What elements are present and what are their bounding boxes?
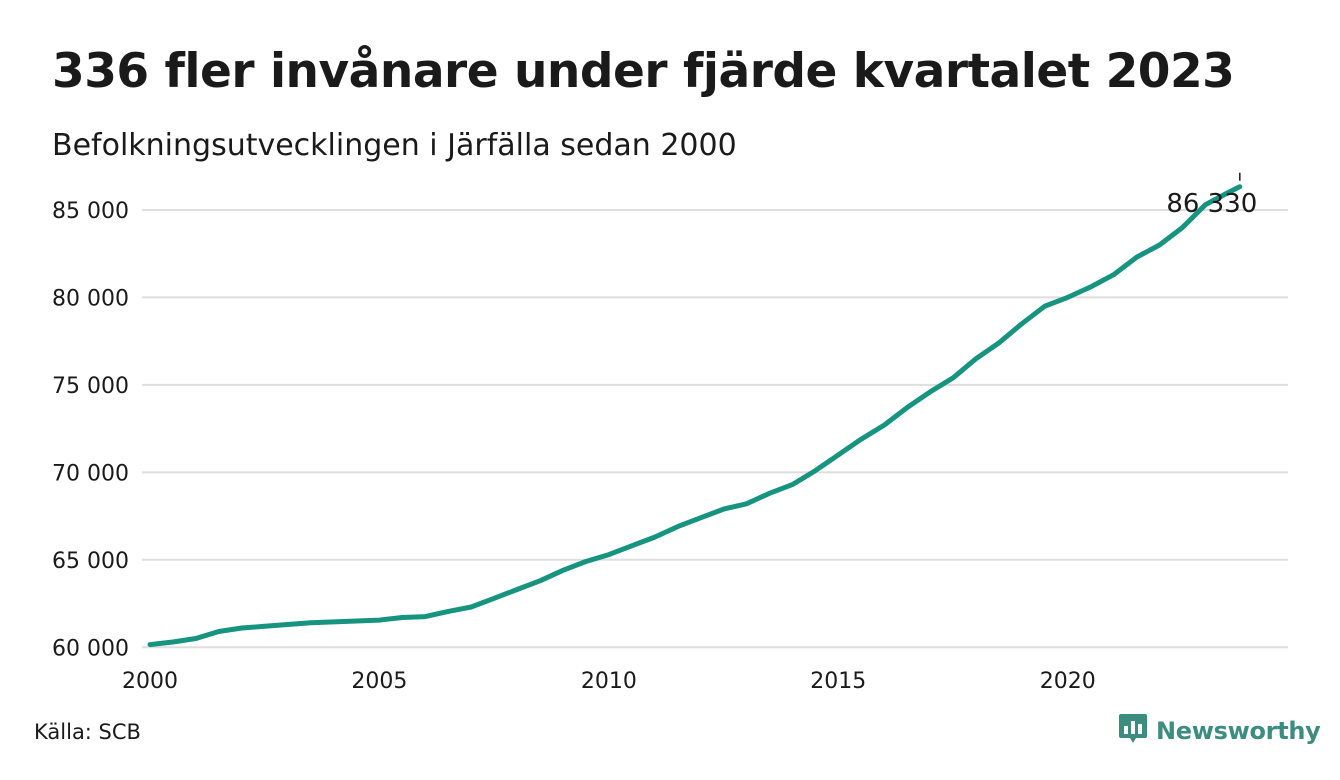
x-tick-label: 2015 bbox=[810, 669, 866, 694]
brand-name: Newsworthy bbox=[1156, 717, 1321, 745]
bar-chart-speech-bubble-icon bbox=[1118, 712, 1148, 750]
x-tick-label: 2000 bbox=[122, 669, 178, 694]
y-tick-label: 85 000 bbox=[52, 199, 129, 224]
end-label-layer: 86 330 bbox=[1166, 172, 1257, 219]
brand-logo[interactable]: Newsworthy bbox=[1118, 712, 1321, 750]
x-tick-label: 2010 bbox=[581, 669, 637, 694]
population-line bbox=[147, 184, 1243, 648]
x-tick-label: 2005 bbox=[351, 669, 407, 694]
x-tick-label: 2020 bbox=[1040, 669, 1096, 694]
series-layer bbox=[147, 184, 1243, 648]
chart-title: 336 fler invånare under fjärde kvartalet… bbox=[52, 44, 1235, 99]
gridlines bbox=[142, 208, 1288, 649]
end-value-label: 86 330 bbox=[1166, 189, 1257, 219]
y-tick-label: 80 000 bbox=[52, 286, 129, 311]
y-axis-ticks: 60 000 65 000 70 000 75 000 80 000 85 000 bbox=[52, 199, 129, 661]
chart-subtitle: Befolkningsutvecklingen i Järfälla sedan… bbox=[52, 128, 737, 163]
x-axis-ticks: 2000 2005 2010 2015 2020 bbox=[122, 669, 1096, 694]
y-tick-label: 65 000 bbox=[52, 549, 129, 574]
y-tick-label: 75 000 bbox=[52, 374, 129, 399]
source-note: Källa: SCB bbox=[34, 720, 141, 744]
y-tick-label: 60 000 bbox=[52, 636, 129, 661]
y-tick-label: 70 000 bbox=[52, 461, 129, 486]
